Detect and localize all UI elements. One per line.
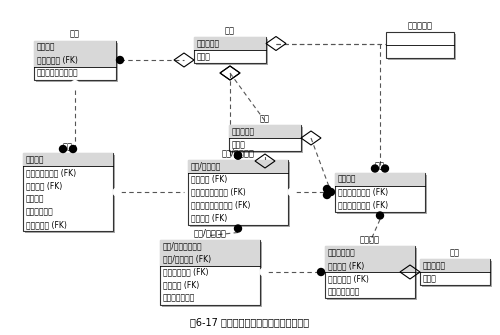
Text: 顧客コード (FK): 顧客コード (FK) xyxy=(26,220,67,229)
Circle shape xyxy=(288,188,296,196)
Text: 税抜き受注金額: 税抜き受注金額 xyxy=(328,287,360,296)
Bar xyxy=(325,246,415,298)
Bar xyxy=(386,32,454,58)
Text: 商品コード: 商品コード xyxy=(423,261,446,270)
Bar xyxy=(190,161,290,226)
Bar xyxy=(231,127,303,153)
Bar xyxy=(160,240,260,305)
Circle shape xyxy=(318,268,324,275)
Text: 税抜き売上金額: 税抜き売上金額 xyxy=(163,293,196,303)
Bar xyxy=(25,155,115,233)
Circle shape xyxy=(376,212,384,219)
Bar xyxy=(422,261,492,287)
Bar xyxy=(34,41,116,67)
Text: 出荷/売上明細番号: 出荷/売上明細番号 xyxy=(163,242,202,251)
Text: 受注部門コード (FK): 受注部門コード (FK) xyxy=(338,201,388,209)
Bar xyxy=(420,259,490,272)
Text: 出荷/売上番号 (FK): 出荷/売上番号 (FK) xyxy=(163,255,211,264)
Circle shape xyxy=(324,192,330,199)
Bar xyxy=(327,248,417,300)
Text: 出荷/売上番号: 出荷/売上番号 xyxy=(191,161,222,171)
Bar xyxy=(337,175,427,213)
Text: 請求番号 (FK): 請求番号 (FK) xyxy=(191,175,227,184)
Bar xyxy=(23,153,113,231)
Text: 請求: 請求 xyxy=(63,142,73,151)
Text: 受注明細番号 (FK): 受注明細番号 (FK) xyxy=(163,268,208,276)
Text: 部門名: 部門名 xyxy=(232,140,246,149)
Circle shape xyxy=(234,225,242,232)
Bar xyxy=(229,125,301,138)
Text: 受注番号 (FK): 受注番号 (FK) xyxy=(328,261,364,270)
Circle shape xyxy=(260,268,268,276)
Text: 受注顧客コード (FK): 受注顧客コード (FK) xyxy=(338,188,388,197)
Text: 当月請求金額: 当月請求金額 xyxy=(26,207,54,216)
Text: 顧客名: 顧客名 xyxy=(197,52,211,61)
Text: 給勘定元帳: 給勘定元帳 xyxy=(408,21,432,30)
Text: 受注番号: 受注番号 xyxy=(338,175,356,184)
Bar xyxy=(335,173,425,186)
Bar xyxy=(162,242,262,307)
Text: 顧客コード (FK): 顧客コード (FK) xyxy=(37,56,78,65)
Circle shape xyxy=(70,145,76,152)
Bar xyxy=(36,43,118,81)
Bar xyxy=(23,153,113,166)
Circle shape xyxy=(328,189,334,196)
Circle shape xyxy=(324,186,330,193)
Bar xyxy=(160,240,260,266)
Text: 出荷/売上明細: 出荷/売上明細 xyxy=(194,228,226,238)
Circle shape xyxy=(71,80,79,88)
Text: 部門: 部門 xyxy=(260,114,270,123)
Circle shape xyxy=(116,57,123,64)
Text: 出荷先顧客コード (FK): 出荷先顧客コード (FK) xyxy=(191,188,246,197)
Text: 商品コード (FK): 商品コード (FK) xyxy=(328,274,369,283)
Text: 前月未請感売上金額: 前月未請感売上金額 xyxy=(37,68,78,77)
Text: 商品名: 商品名 xyxy=(423,274,437,283)
Text: 受注番号 (FK): 受注番号 (FK) xyxy=(163,280,199,289)
Bar xyxy=(335,173,425,211)
Bar xyxy=(188,159,288,224)
Circle shape xyxy=(60,145,66,152)
Text: 受注明細: 受注明細 xyxy=(360,235,380,244)
Bar xyxy=(420,259,490,285)
Text: 受注明細番号: 受注明細番号 xyxy=(328,248,356,257)
Circle shape xyxy=(234,152,242,159)
Bar xyxy=(194,37,266,50)
Circle shape xyxy=(113,188,121,196)
Circle shape xyxy=(372,165,378,172)
Bar xyxy=(188,159,288,173)
Text: 顧客: 顧客 xyxy=(225,26,235,35)
Text: 請求年月: 請求年月 xyxy=(37,43,56,52)
Bar xyxy=(388,34,456,60)
Text: 経理部門コード (FK): 経理部門コード (FK) xyxy=(26,168,76,177)
Text: 出荷/売り上げ: 出荷/売り上げ xyxy=(222,148,254,157)
Bar xyxy=(34,41,116,79)
Bar xyxy=(194,37,266,63)
Text: 請求番号: 請求番号 xyxy=(26,155,44,164)
Text: 部門コード: 部門コード xyxy=(232,127,255,136)
Circle shape xyxy=(382,165,388,172)
Circle shape xyxy=(234,152,242,159)
Bar xyxy=(325,246,415,272)
Text: 受注: 受注 xyxy=(375,161,385,171)
Bar xyxy=(196,39,268,65)
Text: 売掛: 売掛 xyxy=(70,29,80,39)
Text: 請求年月 (FK): 請求年月 (FK) xyxy=(26,181,62,190)
Text: 受注番号 (FK): 受注番号 (FK) xyxy=(191,213,227,222)
Text: 出荷確認部門コード (FK): 出荷確認部門コード (FK) xyxy=(191,201,250,209)
Text: 図6-17 請求処理に関係するエンティティ: 図6-17 請求処理に関係するエンティティ xyxy=(190,317,310,327)
Text: 商品: 商品 xyxy=(450,248,460,257)
Text: 請求日付: 請求日付 xyxy=(26,194,44,203)
Text: 顧客コード: 顧客コード xyxy=(197,39,220,48)
Bar xyxy=(229,125,301,151)
